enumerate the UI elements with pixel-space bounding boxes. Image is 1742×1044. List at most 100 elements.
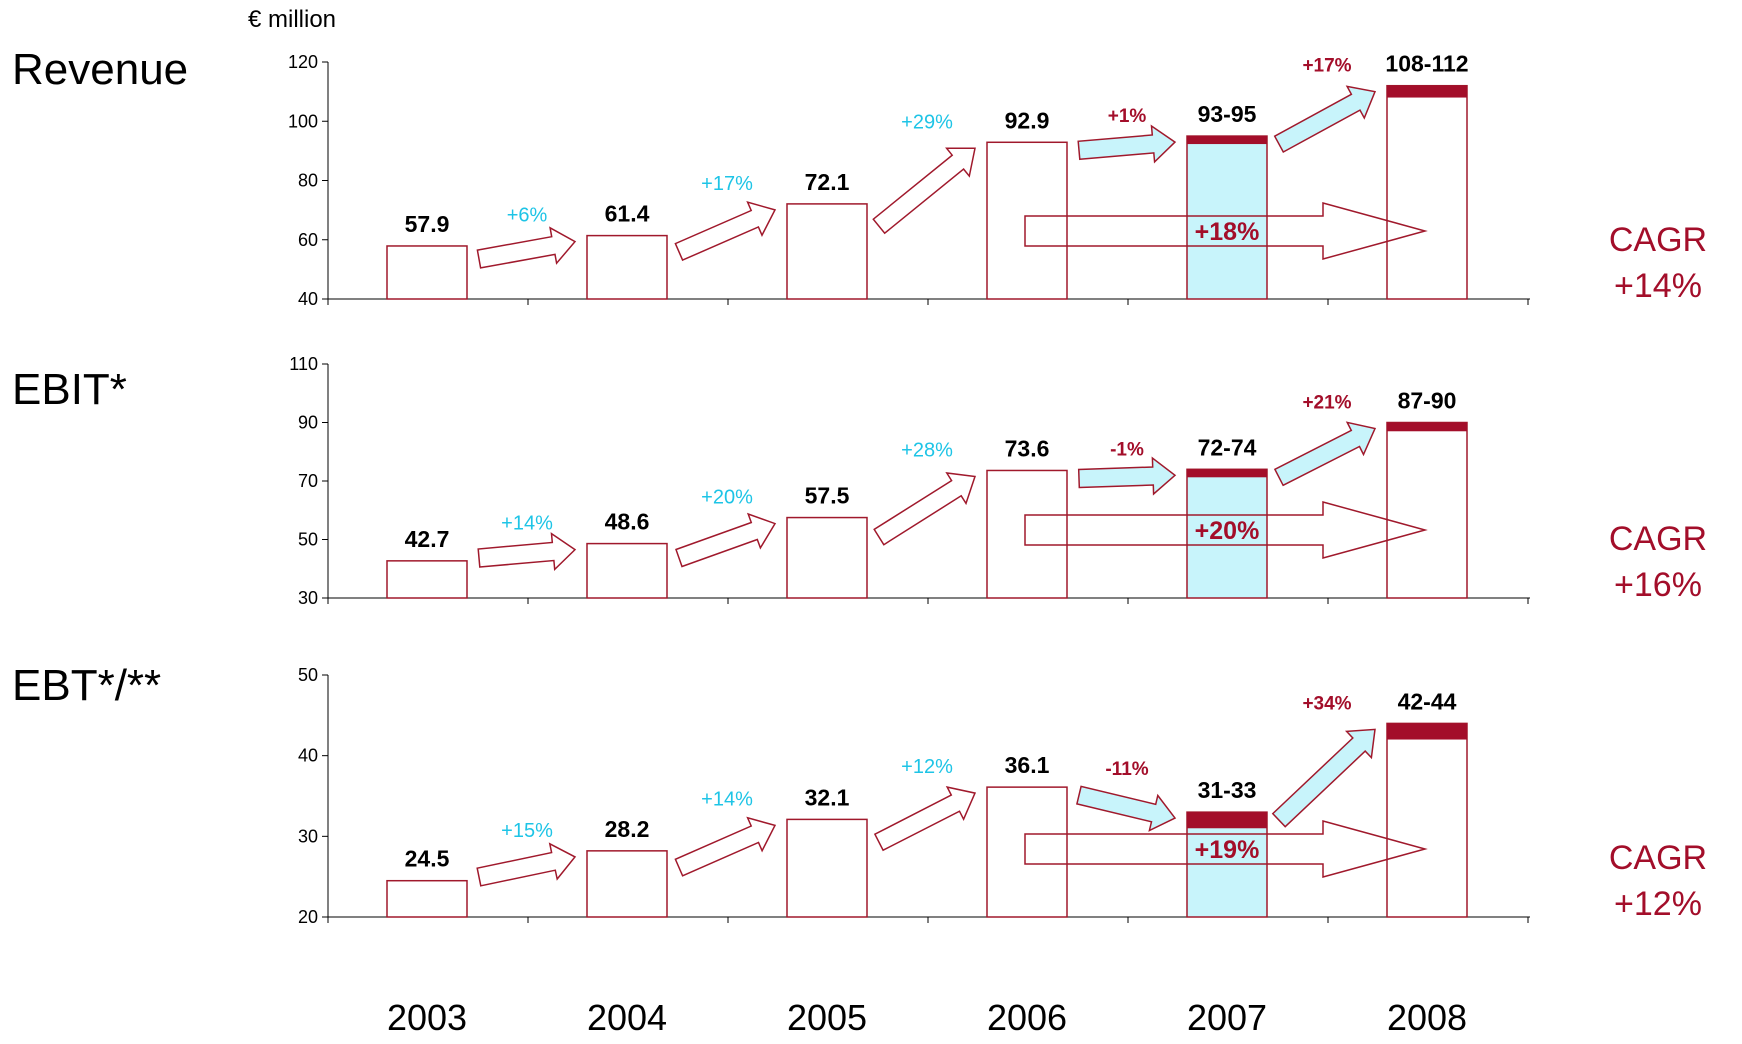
- year-label-2004: 2004: [587, 997, 667, 1038]
- bar-2005: [786, 818, 868, 918]
- bar-value-label: 87-90: [1398, 388, 1457, 414]
- growth-arrow: [674, 816, 777, 877]
- bar-value-label: 32.1: [805, 784, 850, 810]
- bar-2005: [786, 203, 868, 300]
- bar-range-cap-2008: [1387, 723, 1467, 740]
- span-growth-arrow: [1024, 820, 1428, 878]
- growth-arrow: [1273, 421, 1377, 487]
- y-tick-label: 30: [298, 826, 318, 846]
- bar-2005: [786, 516, 868, 599]
- bar-2004: [586, 234, 668, 300]
- growth-arrow: [674, 201, 777, 262]
- growth-arrow: [873, 786, 977, 852]
- cagr-label: CAGR: [1609, 221, 1707, 259]
- growth-label: +17%: [1302, 56, 1351, 77]
- y-tick-label: 50: [298, 665, 318, 685]
- bar-value-label: 57.5: [805, 483, 850, 509]
- bar-value-label: 28.2: [605, 816, 650, 842]
- y-tick-label: 80: [298, 171, 318, 191]
- cagr-value: +14%: [1614, 267, 1702, 305]
- year-label-2007: 2007: [1187, 997, 1267, 1038]
- span-growth-arrow: [1024, 501, 1428, 559]
- growth-label: -11%: [1105, 759, 1148, 780]
- growth-label: +1%: [1108, 106, 1147, 127]
- panel-3: EBT*/** 20 30 40 50 24.5 28.2 32.1 36.1 31-33 42-4…: [12, 661, 1707, 927]
- bar-value-label: 36.1: [1005, 752, 1050, 778]
- cagr-value: +16%: [1614, 566, 1702, 604]
- bar-2008: [1386, 722, 1468, 918]
- bar-value-label: 93-95: [1198, 101, 1257, 127]
- growth-label: -1%: [1110, 439, 1144, 460]
- bar-2007: [1186, 468, 1268, 599]
- cagr-value: +12%: [1614, 885, 1702, 923]
- growth-arrow: [1271, 728, 1376, 828]
- growth-arrow: [1077, 456, 1177, 496]
- bar-2007: [1186, 135, 1268, 300]
- growth-label: +17%: [701, 173, 753, 195]
- growth-label: +14%: [701, 788, 753, 810]
- bar-value-label: 31-33: [1198, 777, 1257, 803]
- year-label-2003: 2003: [387, 997, 467, 1038]
- growth-label: +6%: [507, 205, 548, 227]
- panel-title: EBT*/**: [12, 661, 161, 710]
- bar-2006: [986, 141, 1068, 300]
- year-label-2008: 2008: [1387, 997, 1467, 1038]
- span-growth-label: +18%: [1195, 218, 1260, 246]
- growth-arrow: [872, 147, 976, 235]
- y-tick-label: 50: [298, 530, 318, 550]
- bar-2004: [586, 850, 668, 918]
- panel-title: EBIT*: [12, 365, 127, 414]
- bar-range-cap-2007: [1187, 469, 1267, 478]
- cagr-label: CAGR: [1609, 520, 1707, 558]
- bar-2006: [986, 786, 1068, 918]
- y-tick-label: 20: [298, 907, 318, 927]
- y-tick-label: 40: [298, 746, 318, 766]
- y-tick-label: 40: [298, 289, 318, 309]
- bar-range-cap-2007: [1187, 136, 1267, 145]
- growth-arrow: [1273, 85, 1377, 154]
- y-tick-label: 120: [288, 52, 318, 72]
- bar-value-label: 61.4: [605, 201, 650, 227]
- bar-range-cap-2007: [1187, 812, 1267, 829]
- bar-value-label: 72.1: [805, 169, 850, 195]
- bar-value-label: 42.7: [405, 526, 450, 552]
- panel-1: Revenue 40 60 80 100 120 57.9 61.4 72.1 92.9 93-95…: [12, 45, 1707, 309]
- growth-label: +21%: [1302, 393, 1351, 414]
- y-tick-label: 110: [289, 354, 318, 374]
- bar-2003: [386, 560, 468, 599]
- bar-value-label: 72-74: [1198, 434, 1257, 460]
- span-growth-label: +20%: [1195, 517, 1260, 545]
- bar-range-cap-2008: [1387, 422, 1467, 432]
- bar-2006: [986, 469, 1068, 599]
- growth-arrow: [675, 512, 777, 568]
- year-label-2006: 2006: [987, 997, 1067, 1038]
- span-growth-arrow: [1024, 202, 1428, 260]
- bar-value-label: 42-44: [1398, 688, 1457, 714]
- bar-2008: [1386, 84, 1468, 300]
- growth-label: +12%: [901, 756, 953, 778]
- y-tick-label: 100: [288, 111, 318, 131]
- bar-2003: [386, 879, 468, 918]
- panel-2: EBIT* 30 50 70 90 110 42.7 48.6 57.5 73.6 72-74 87-…: [12, 354, 1707, 608]
- y-tick-label: 30: [298, 588, 318, 608]
- bar-value-label: 57.9: [405, 211, 450, 237]
- year-label-2005: 2005: [787, 997, 867, 1038]
- bar-value-label: 48.6: [605, 509, 650, 535]
- y-tick-label: 60: [298, 230, 318, 250]
- growth-arrow: [1077, 124, 1177, 164]
- y-tick-label: 70: [298, 471, 318, 491]
- panel-title: Revenue: [12, 45, 188, 94]
- span-growth-label: +19%: [1195, 836, 1260, 864]
- growth-label: +28%: [901, 439, 953, 461]
- bar-value-label: 92.9: [1005, 107, 1050, 133]
- bar-2003: [386, 245, 468, 300]
- bar-2004: [586, 542, 668, 599]
- bar-range-cap-2008: [1387, 85, 1467, 98]
- bar-value-label: 73.6: [1005, 435, 1050, 461]
- growth-arrow: [873, 472, 977, 546]
- growth-arrow: [476, 226, 577, 269]
- growth-arrow: [477, 532, 577, 572]
- bar-value-label: 108-112: [1385, 51, 1468, 77]
- growth-arrow: [476, 842, 577, 887]
